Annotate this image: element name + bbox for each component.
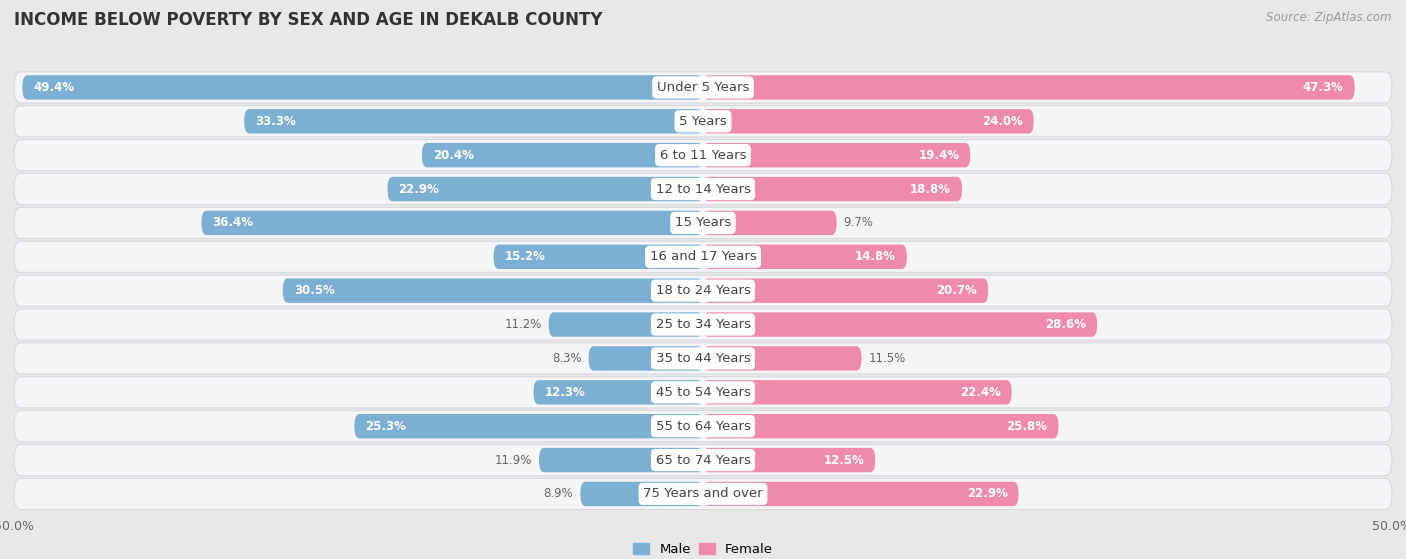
Text: 55 to 64 Years: 55 to 64 Years xyxy=(655,420,751,433)
FancyBboxPatch shape xyxy=(703,278,988,303)
Text: 18.8%: 18.8% xyxy=(910,183,950,196)
Text: 5 Years: 5 Years xyxy=(679,115,727,128)
FancyBboxPatch shape xyxy=(533,380,703,405)
Text: 11.9%: 11.9% xyxy=(495,453,531,467)
FancyBboxPatch shape xyxy=(201,211,703,235)
Text: 6 to 11 Years: 6 to 11 Years xyxy=(659,149,747,162)
FancyBboxPatch shape xyxy=(538,448,703,472)
Text: 22.9%: 22.9% xyxy=(967,487,1008,500)
Text: 9.7%: 9.7% xyxy=(844,216,873,229)
FancyBboxPatch shape xyxy=(14,106,1392,137)
Text: 47.3%: 47.3% xyxy=(1303,81,1344,94)
Text: 22.4%: 22.4% xyxy=(960,386,1001,399)
FancyBboxPatch shape xyxy=(14,411,1392,442)
FancyBboxPatch shape xyxy=(22,75,703,100)
Text: 11.2%: 11.2% xyxy=(505,318,541,331)
Text: 15 Years: 15 Years xyxy=(675,216,731,229)
FancyBboxPatch shape xyxy=(354,414,703,438)
Text: 36.4%: 36.4% xyxy=(212,216,253,229)
Text: 24.0%: 24.0% xyxy=(981,115,1022,128)
FancyBboxPatch shape xyxy=(14,72,1392,103)
FancyBboxPatch shape xyxy=(589,346,703,371)
Text: 19.4%: 19.4% xyxy=(918,149,959,162)
FancyBboxPatch shape xyxy=(14,173,1392,205)
FancyBboxPatch shape xyxy=(703,143,970,167)
Text: Under 5 Years: Under 5 Years xyxy=(657,81,749,94)
Text: Source: ZipAtlas.com: Source: ZipAtlas.com xyxy=(1267,11,1392,24)
FancyBboxPatch shape xyxy=(14,140,1392,170)
FancyBboxPatch shape xyxy=(703,380,1012,405)
FancyBboxPatch shape xyxy=(14,309,1392,340)
Text: 12.5%: 12.5% xyxy=(824,453,865,467)
Text: 18 to 24 Years: 18 to 24 Years xyxy=(655,284,751,297)
FancyBboxPatch shape xyxy=(703,482,1018,506)
Text: 20.7%: 20.7% xyxy=(936,284,977,297)
Text: 30.5%: 30.5% xyxy=(294,284,335,297)
Text: 12 to 14 Years: 12 to 14 Years xyxy=(655,183,751,196)
Text: 8.3%: 8.3% xyxy=(553,352,582,365)
FancyBboxPatch shape xyxy=(494,245,703,269)
Text: 75 Years and over: 75 Years and over xyxy=(643,487,763,500)
FancyBboxPatch shape xyxy=(703,211,837,235)
FancyBboxPatch shape xyxy=(703,245,907,269)
FancyBboxPatch shape xyxy=(14,275,1392,306)
Text: 33.3%: 33.3% xyxy=(254,115,295,128)
FancyBboxPatch shape xyxy=(14,377,1392,408)
Text: 25.3%: 25.3% xyxy=(366,420,406,433)
FancyBboxPatch shape xyxy=(388,177,703,201)
FancyBboxPatch shape xyxy=(14,241,1392,272)
FancyBboxPatch shape xyxy=(14,343,1392,374)
FancyBboxPatch shape xyxy=(703,75,1355,100)
Text: 65 to 74 Years: 65 to 74 Years xyxy=(655,453,751,467)
FancyBboxPatch shape xyxy=(703,312,1097,337)
FancyBboxPatch shape xyxy=(245,109,703,134)
FancyBboxPatch shape xyxy=(422,143,703,167)
Text: 25 to 34 Years: 25 to 34 Years xyxy=(655,318,751,331)
Text: 14.8%: 14.8% xyxy=(855,250,896,263)
Text: 49.4%: 49.4% xyxy=(34,81,75,94)
Text: 28.6%: 28.6% xyxy=(1045,318,1085,331)
Text: 20.4%: 20.4% xyxy=(433,149,474,162)
Text: 8.9%: 8.9% xyxy=(544,487,574,500)
FancyBboxPatch shape xyxy=(548,312,703,337)
FancyBboxPatch shape xyxy=(581,482,703,506)
Text: 11.5%: 11.5% xyxy=(869,352,905,365)
Text: 12.3%: 12.3% xyxy=(544,386,585,399)
FancyBboxPatch shape xyxy=(703,109,1033,134)
FancyBboxPatch shape xyxy=(703,177,962,201)
Text: 22.9%: 22.9% xyxy=(398,183,439,196)
Text: 25.8%: 25.8% xyxy=(1007,420,1047,433)
FancyBboxPatch shape xyxy=(14,479,1392,510)
Legend: Male, Female: Male, Female xyxy=(627,538,779,559)
Text: 35 to 44 Years: 35 to 44 Years xyxy=(655,352,751,365)
FancyBboxPatch shape xyxy=(14,207,1392,239)
Text: 45 to 54 Years: 45 to 54 Years xyxy=(655,386,751,399)
FancyBboxPatch shape xyxy=(283,278,703,303)
Text: 15.2%: 15.2% xyxy=(505,250,546,263)
FancyBboxPatch shape xyxy=(703,448,875,472)
Text: 16 and 17 Years: 16 and 17 Years xyxy=(650,250,756,263)
FancyBboxPatch shape xyxy=(14,444,1392,476)
Text: INCOME BELOW POVERTY BY SEX AND AGE IN DEKALB COUNTY: INCOME BELOW POVERTY BY SEX AND AGE IN D… xyxy=(14,11,603,29)
FancyBboxPatch shape xyxy=(703,414,1059,438)
FancyBboxPatch shape xyxy=(703,346,862,371)
